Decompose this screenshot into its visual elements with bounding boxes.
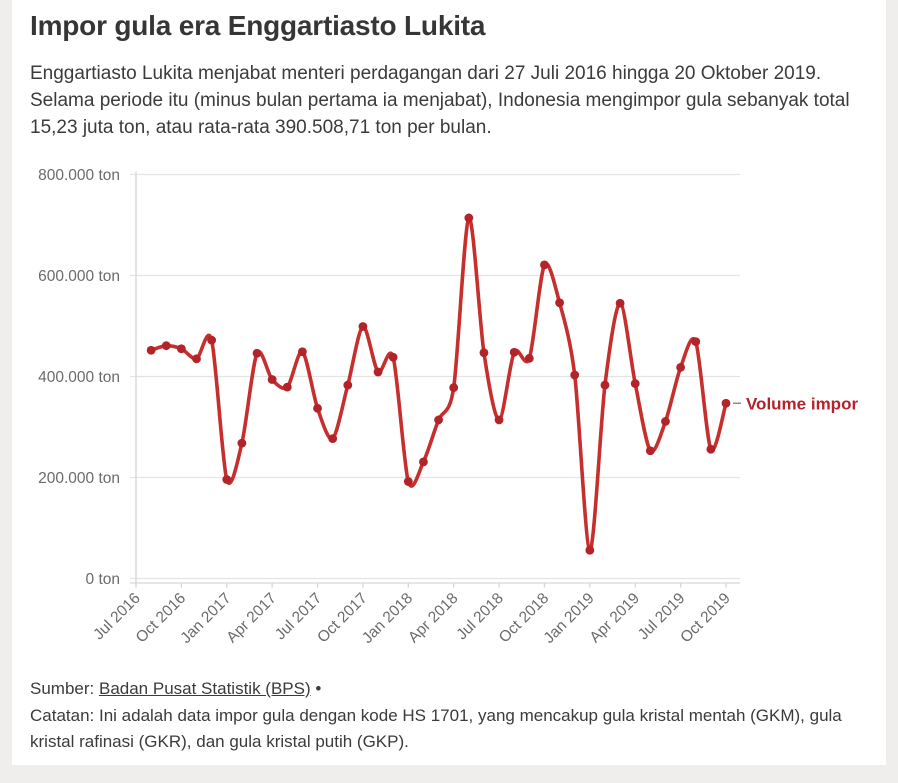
data-point[interactable] [464,213,474,223]
data-point[interactable] [358,322,368,331]
page-subtitle: Enggartiasto Lukita menjabat menteri per… [30,63,850,138]
data-point[interactable] [585,545,595,555]
data-point[interactable] [706,444,716,454]
volume-impor-line [149,216,728,553]
data-point[interactable] [207,335,217,345]
data-point[interactable] [600,380,610,390]
x-axis-tick-label: Oct 2019 [677,590,734,647]
data-point[interactable] [403,477,413,486]
data-point[interactable] [524,353,534,363]
x-axis-tick-label: Apr 2017 [223,590,280,647]
x-axis-tick-label: Apr 2019 [587,590,644,647]
data-point[interactable] [328,434,338,444]
data-point[interactable] [146,345,156,355]
data-point[interactable] [676,363,686,372]
source-prefix: Sumber: [30,679,99,698]
x-axis-tick-label: Jan 2018 [359,590,416,647]
data-point[interactable] [161,341,171,351]
data-point[interactable] [691,337,701,347]
data-point[interactable] [615,298,625,308]
series-legend-label: Volume impor [746,394,858,413]
y-axis-tick-label: 800.000 ton [38,167,120,184]
x-axis-tick-label: Apr 2018 [405,590,462,647]
data-point[interactable] [434,415,443,425]
data-point[interactable] [237,438,247,448]
page-title: Impor gula era Enggartiasto Lukita [30,10,486,41]
data-point[interactable] [661,417,670,426]
data-point[interactable] [419,457,428,467]
chart-note: Catatan: Ini adalah data impor gula deng… [30,706,842,751]
data-point[interactable] [509,347,519,357]
data-point[interactable] [721,398,731,408]
source-link[interactable]: Badan Pusat Statistik (BPS) [98,679,311,698]
source-suffix: • [310,679,322,698]
data-point[interactable] [298,347,307,357]
data-point[interactable] [630,379,640,388]
data-point[interactable] [494,415,504,425]
source-line: Sumber: Badan Pusat Statistik (BPS) • [30,676,876,702]
data-point[interactable] [479,348,489,358]
data-point[interactable] [645,446,655,456]
x-axis-tick-label: Jan 2019 [541,590,598,647]
data-point[interactable] [282,382,292,392]
x-axis-tick-label: Jan 2017 [177,590,234,647]
data-point[interactable] [570,370,580,380]
chart-footer: Sumber: Badan Pusat Statistik (BPS) • Ca… [30,676,876,755]
y-axis-tick-label: 400.000 ton [38,369,120,386]
data-point[interactable] [388,352,398,362]
y-axis-tick-label: 0 ton [86,571,120,588]
data-point[interactable] [555,298,564,308]
y-axis-tick-label: 200.000 ton [38,470,120,487]
data-point[interactable] [267,375,277,384]
data-point[interactable] [222,475,232,484]
data-point[interactable] [176,344,186,354]
data-point[interactable] [540,260,549,270]
data-point[interactable] [449,383,459,393]
y-axis-tick-label: 600.000 ton [38,268,120,285]
data-point[interactable] [192,354,201,364]
data-point[interactable] [252,348,262,358]
data-point[interactable] [373,367,383,377]
data-point[interactable] [343,380,353,390]
article-card [12,0,886,765]
data-point[interactable] [313,403,322,413]
